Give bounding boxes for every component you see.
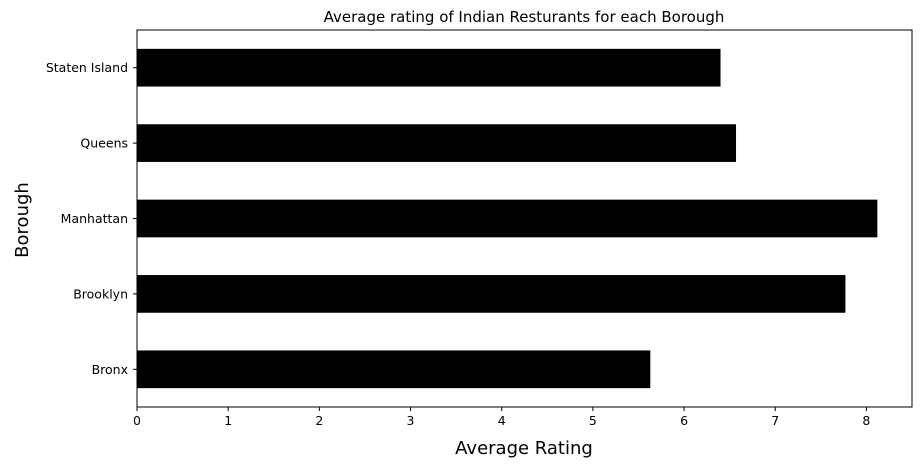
chart-title: Average rating of Indian Resturants for … [324, 8, 725, 26]
y-tick-label: Manhattan [61, 211, 128, 226]
x-tick-label: 7 [771, 413, 779, 428]
y-tick-label: Brooklyn [73, 286, 128, 301]
bar-brooklyn [137, 275, 846, 313]
bar-queens [137, 124, 737, 162]
x-tick-label: 2 [315, 413, 323, 428]
bar-bronx [137, 350, 651, 389]
y-ticks-group: Bronx Brooklyn Manhattan Queens Staten Islan… [46, 60, 137, 377]
x-tick-label: 0 [133, 413, 141, 428]
plot-area-frame [136, 29, 913, 408]
y-axis-label: Borough [12, 182, 33, 258]
y-tick-label: Bronx [92, 362, 128, 377]
x-axis-label: Average Rating [455, 438, 593, 459]
bar-manhattan [137, 199, 878, 238]
x-tick-label: 1 [224, 413, 232, 428]
x-ticks-group: 0 1 2 3 4 5 6 7 8 [133, 407, 870, 428]
y-tick-label: Staten Island [46, 60, 128, 75]
bar-staten-island [137, 48, 721, 87]
x-tick-label: 5 [589, 413, 597, 428]
x-tick-label: 3 [407, 413, 415, 428]
x-tick-label: 6 [680, 413, 688, 428]
y-tick-label: Queens [80, 136, 128, 151]
x-tick-label: 8 [862, 413, 870, 428]
bars-group [137, 48, 878, 389]
x-tick-label: 4 [498, 413, 506, 428]
